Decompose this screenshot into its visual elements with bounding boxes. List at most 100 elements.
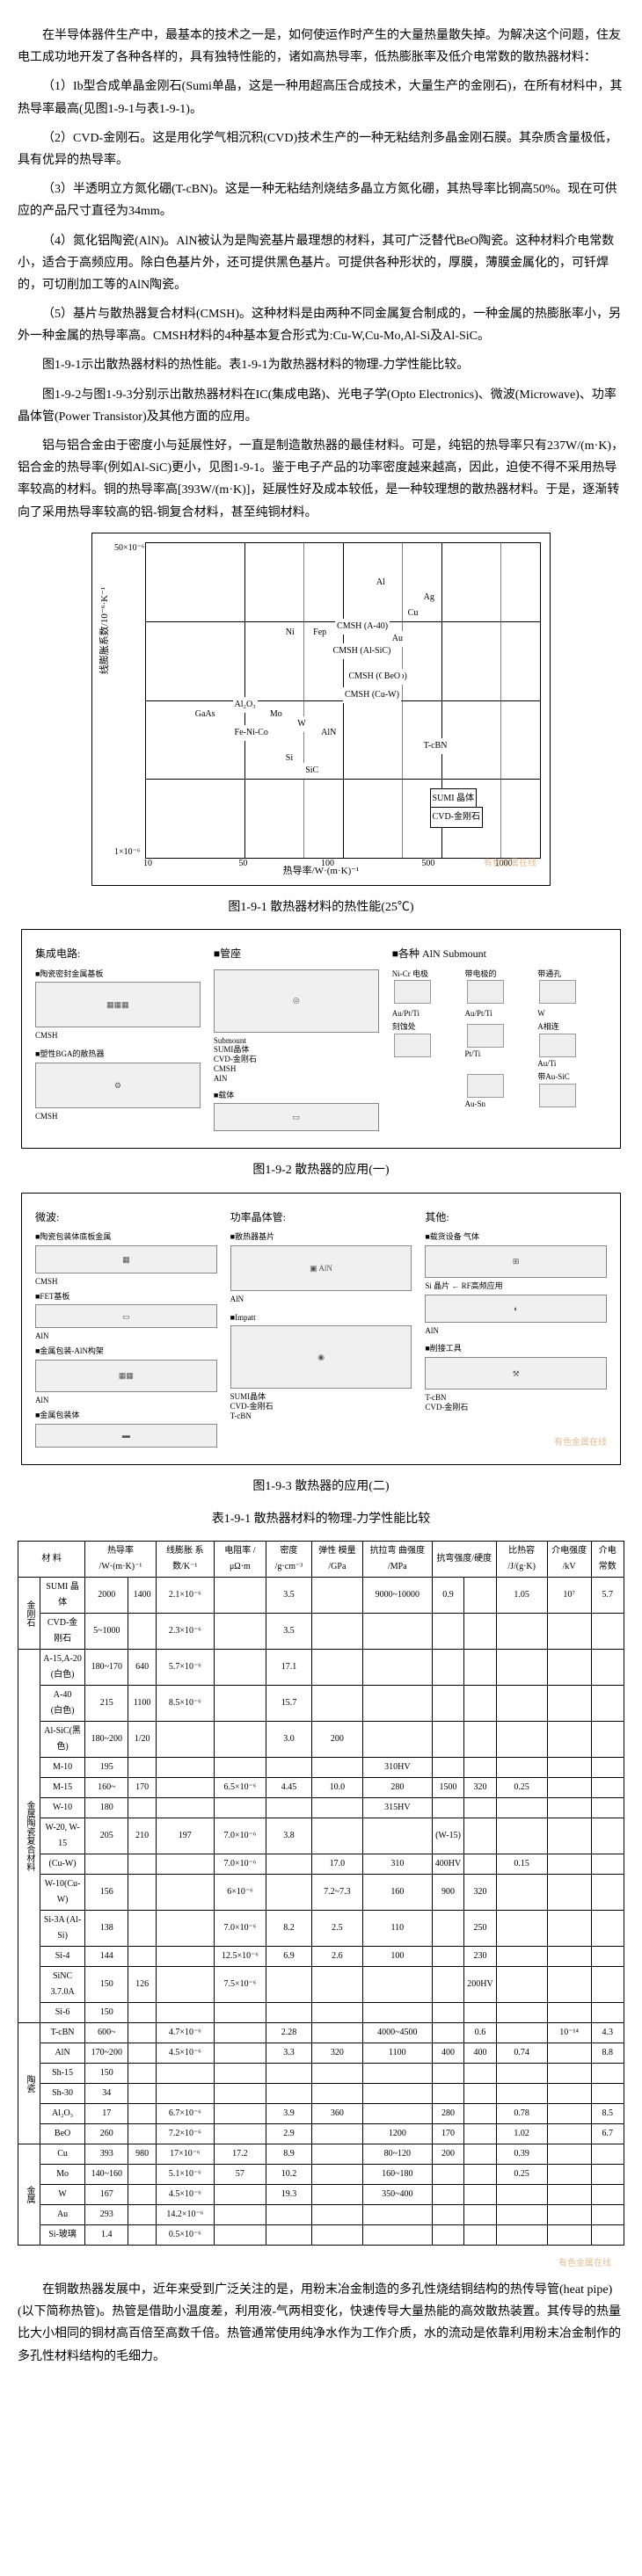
table-row: CVD-金刚石5~10002.3×10⁻⁶3.5 [18, 1614, 624, 1650]
data-cell [591, 2084, 624, 2104]
d2c3-l4: Au/Pt/Ti [465, 1009, 535, 1019]
data-cell [266, 2205, 311, 2225]
data-cell: 160 [362, 1875, 432, 1911]
x-axis-label: 热导率/W·(m·K)⁻¹ [283, 863, 360, 881]
d2c1-i3: ■塑性BGA的散热器 [35, 1049, 201, 1059]
data-cell: 1200 [362, 2124, 432, 2144]
data-cell: (W-15) [432, 1818, 463, 1854]
data-cell [266, 1854, 311, 1875]
data-cell [214, 1686, 266, 1722]
th-expand: 线膨胀 系数/K⁻¹ [156, 1542, 214, 1578]
icon-ausn [467, 1074, 504, 1098]
data-cell: W-10 [40, 1798, 85, 1818]
data-cell [128, 2023, 156, 2043]
th-resist: 电阻率 /μΩ·m [214, 1542, 266, 1578]
data-cell: Sh-15 [40, 2064, 85, 2084]
data-cell: 1100 [362, 2043, 432, 2064]
data-cell: 34 [85, 2084, 128, 2104]
data-cell [362, 2205, 432, 2225]
data-cell: 640 [128, 1650, 156, 1686]
label-CMSH-A40: CMSH (A-40) [335, 619, 390, 635]
data-cell: 5.1×10⁻⁶ [156, 2165, 214, 2185]
label-Ag: Ag [422, 590, 436, 606]
data-cell: 10.0 [311, 1778, 362, 1798]
data-cell: 144 [85, 1947, 128, 1967]
data-cell [547, 2124, 591, 2144]
data-cell: 9000~10000 [362, 1578, 432, 1614]
data-cell: 180~170 [85, 1650, 128, 1686]
data-cell [266, 2225, 311, 2246]
data-cell [547, 2064, 591, 2084]
data-cell: 2.3×10⁻⁶ [156, 1614, 214, 1650]
data-cell: 6×10⁻⁶ [214, 1875, 266, 1911]
item-2: （2）CVD-金刚石。这是用化学气相沉积(CVD)技术生产的一种无粘结剂多晶金刚… [18, 127, 624, 171]
data-cell: 315HV [362, 1798, 432, 1818]
data-cell: 156 [85, 1875, 128, 1911]
data-cell: 260 [85, 2124, 128, 2144]
d2c3-l11: 带Au-SiC [537, 1072, 607, 1082]
data-cell: 150 [85, 2064, 128, 2084]
data-cell [496, 2023, 547, 2043]
th-material: 材 料 [18, 1542, 85, 1578]
data-cell: 0.74 [496, 2043, 547, 2064]
data-cell: 10⁷ [547, 1578, 591, 1614]
d2c3-l9: A相连 [537, 1022, 607, 1032]
data-cell [591, 1854, 624, 1875]
data-cell [547, 2205, 591, 2225]
data-cell: 350~400 [362, 2185, 432, 2205]
data-cell [156, 1722, 214, 1758]
data-cell: 17 [85, 2104, 128, 2124]
data-cell: Al-SiC(黑色) [40, 1722, 85, 1758]
data-cell: 1.02 [496, 2124, 547, 2144]
data-cell [266, 1875, 311, 1911]
data-cell [591, 1650, 624, 1686]
data-cell [156, 1947, 214, 1967]
label-AlN: AlN [319, 725, 338, 741]
table-row: W1674.5×10⁻⁶19.3350~400 [18, 2185, 624, 2205]
d3c2-i1: ■散热器基片 [230, 1232, 412, 1242]
label-BeO: BeO [383, 669, 402, 685]
data-cell [432, 1967, 463, 2003]
data-cell: 15.7 [266, 1686, 311, 1722]
d3c3-i1: ■载货设备 气体 [425, 1232, 607, 1242]
data-cell [362, 1686, 432, 1722]
data-cell [432, 2185, 463, 2205]
data-cell: 2.5 [311, 1911, 362, 1947]
data-cell: 8.2 [266, 1911, 311, 1947]
d2c3-l7: Pt/Ti [465, 1049, 535, 1059]
icon-nicr [394, 980, 431, 1004]
icon-electrode [467, 980, 504, 1004]
data-cell [496, 1686, 547, 1722]
data-cell: 310 [362, 1854, 432, 1875]
table-header-row: 材 料 热导率 /W·(m·K)⁻¹ 线膨胀 系数/K⁻¹ 电阻率 /μΩ·m … [18, 1542, 624, 1578]
y-tick-top: 50×10⁻⁶ [114, 541, 144, 556]
label-Al: Al [375, 575, 387, 591]
d3c3-i4: RF高频应用 [462, 1281, 503, 1290]
data-cell [266, 2003, 311, 2023]
data-cell: 210 [128, 1818, 156, 1854]
data-cell [591, 1778, 624, 1798]
table-row: BeO2607.2×10⁻⁶2.912001701.026.7 [18, 2124, 624, 2144]
data-cell: A-15,A-20 (白色) [40, 1650, 85, 1686]
data-cell: A-40 (白色) [40, 1686, 85, 1722]
data-cell [214, 2023, 266, 2043]
icon-via [539, 980, 576, 1004]
data-cell: 400 [464, 2043, 496, 2064]
data-cell [547, 1818, 591, 1854]
d2c3-l0: Ni-Cr 电极 [392, 969, 462, 979]
data-cell: 1500 [432, 1778, 463, 1798]
data-cell: 100 [362, 1947, 432, 1967]
sketch-carrier: ▭ [214, 1103, 379, 1131]
data-cell: 170 [128, 1778, 156, 1798]
x-tick-3: 500 [421, 856, 434, 872]
data-cell [591, 1798, 624, 1818]
data-cell [591, 2165, 624, 2185]
label-FeNiCo: Fe-Ni-Co [233, 725, 270, 741]
data-cell [547, 1967, 591, 2003]
data-cell: 320 [464, 1875, 496, 1911]
data-cell: 14.2×10⁻⁶ [156, 2205, 214, 2225]
sketch-metal-pkg: ▬ [35, 1424, 217, 1448]
paragraph-2: 图1-9-1示出散热器材料的热性能。表1-9-1为散热器材料的物理-力学性能比较… [18, 354, 624, 376]
data-cell [266, 2084, 311, 2104]
data-cell [128, 2003, 156, 2023]
